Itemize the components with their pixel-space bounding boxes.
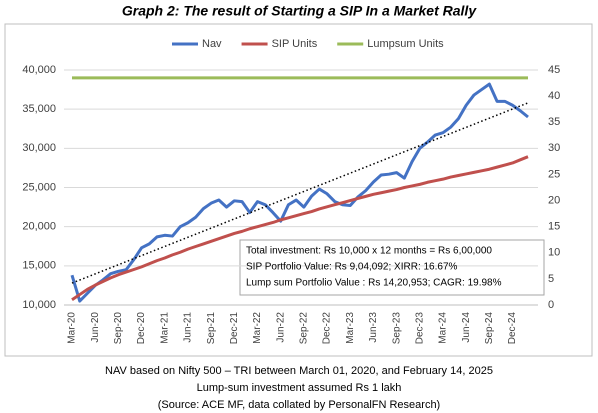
x-tick-label: Jun-22 [275,312,286,343]
annotation-text: Total investment: Rs 10,000 x 12 months … [246,246,492,257]
x-tick-label: Sep-20 [113,312,124,345]
y-tick-label: 25,000 [22,181,56,193]
y2-tick-label: 15 [548,221,560,233]
chart-frame [4,23,593,357]
footnote: Lump-sum investment assumed Rs 1 lakh [197,382,402,394]
x-tick-label: Sep-24 [484,312,495,345]
x-tick-label: Jun-20 [90,312,101,343]
y-tick-label: 15,000 [22,260,56,272]
footnote: NAV based on Nifty 500 – TRI between Mar… [105,365,493,377]
x-tick-label: Mar-22 [252,312,263,344]
x-tick-label: Mar-23 [345,312,356,344]
annotation-box [239,239,545,296]
x-tick-label: Mar-20 [67,312,78,344]
x-tick-label: Mar-24 [438,312,449,344]
x-tick-label: Sep-23 [391,312,402,345]
x-tick-label: Sep-21 [206,312,217,345]
footnote: (Source: ACE MF, data collated by Person… [158,399,440,411]
y2-tick-label: 45 [548,64,560,76]
x-tick-label: Dec-24 [507,312,518,345]
x-tick-label: Mar-21 [159,312,170,344]
y2-tick-label: 25 [548,168,560,180]
x-tick-label: Dec-22 [322,312,333,345]
y2-tick-label: 5 [548,273,554,285]
y2-tick-label: 35 [548,116,560,128]
legend-label: Lumpsum Units [367,38,444,50]
annotation-text: SIP Portfolio Value: Rs 9,04,092; XIRR: … [246,262,458,273]
trendline [71,102,529,284]
x-tick-label: Jun-23 [368,312,379,343]
x-tick-label: Dec-23 [414,312,425,345]
chart-title: Graph 2: The result of Starting a SIP In… [122,3,477,19]
y2-tick-label: 30 [548,142,560,154]
series-line [71,155,529,302]
legend-label: Nav [202,38,222,50]
y-tick-label: 40,000 [22,64,56,76]
y2-tick-label: 10 [548,247,560,259]
x-tick-label: Jun-21 [183,312,194,343]
x-tick-label: Dec-20 [136,312,147,345]
series-line [70,82,529,303]
y-tick-label: 10,000 [22,299,56,311]
y2-tick-label: 40 [548,90,560,102]
y2-tick-label: 0 [548,299,554,311]
y2-tick-label: 20 [548,194,560,206]
x-tick-label: Jun-24 [461,312,472,343]
annotation-text: Lump sum Portfolio Value : Rs 14,20,953;… [246,278,502,289]
legend-label: SIP Units [272,38,318,50]
y-tick-label: 30,000 [22,142,56,154]
y-tick-label: 35,000 [22,103,56,115]
x-tick-label: Dec-21 [229,312,240,345]
y-tick-label: 20,000 [22,221,56,233]
x-tick-label: Sep-22 [299,312,310,345]
